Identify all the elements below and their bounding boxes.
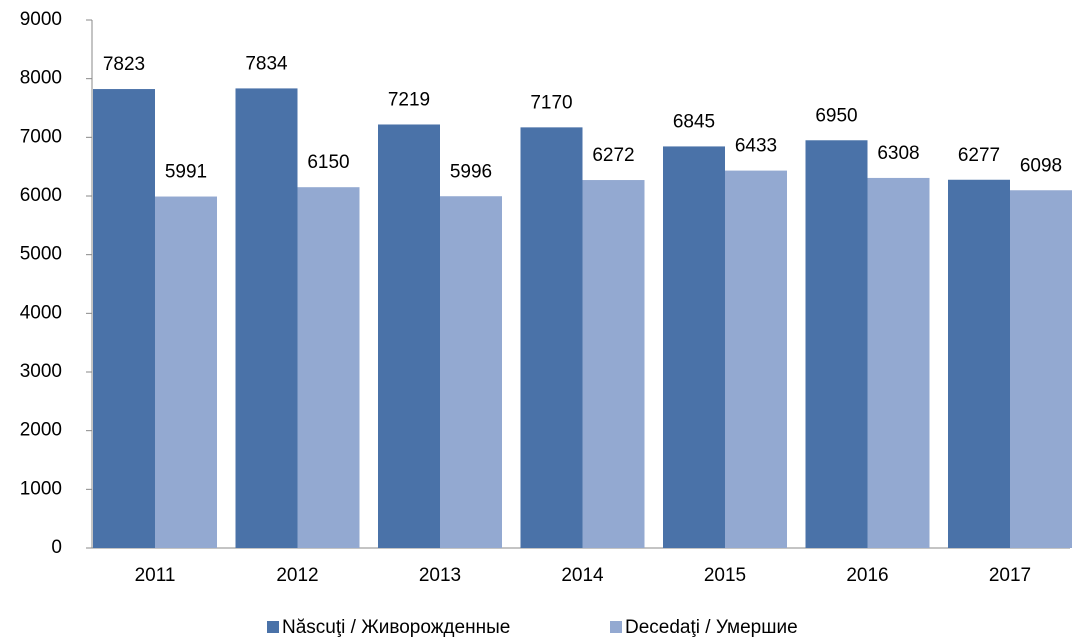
bar	[582, 180, 645, 548]
data-label: 6098	[1020, 155, 1062, 176]
legend-swatch	[610, 621, 622, 633]
x-tick-label: 2017	[989, 565, 1031, 586]
data-label: 6272	[592, 145, 634, 166]
y-tick-label: 3000	[20, 361, 62, 382]
x-tick-label: 2013	[419, 565, 461, 586]
data-label: 5991	[165, 162, 207, 183]
data-label: 5996	[450, 161, 492, 182]
bar	[725, 170, 787, 548]
data-label: 7834	[245, 53, 288, 74]
y-tick-label: 4000	[20, 302, 62, 323]
bar	[378, 124, 440, 548]
y-tick-label: 6000	[20, 185, 62, 206]
bar	[155, 196, 217, 548]
y-tick-label: 1000	[20, 478, 62, 499]
data-label: 6433	[735, 136, 777, 157]
y-tick-label: 5000	[20, 244, 62, 265]
x-tick-label: 2015	[704, 565, 746, 586]
y-tick-label: 0	[51, 537, 62, 558]
bar	[440, 196, 502, 548]
legend-swatch	[267, 621, 279, 633]
data-label: 6845	[673, 111, 715, 132]
bar	[1010, 190, 1072, 548]
y-tick-label: 9000	[20, 9, 62, 30]
y-tick-label: 8000	[20, 68, 62, 89]
bar	[297, 187, 360, 548]
bar	[93, 89, 155, 549]
legend-label: Născuţi / Живорожденные	[282, 617, 510, 638]
data-label: 7219	[388, 90, 430, 111]
data-label: 7170	[530, 92, 572, 113]
bar	[948, 179, 1010, 548]
bar	[663, 146, 725, 548]
legend-label: Decedaţi / Умершие	[625, 617, 798, 638]
data-label: 6150	[307, 152, 349, 173]
x-tick-label: 2011	[135, 565, 176, 586]
data-label: 6950	[815, 105, 857, 126]
y-tick-label: 7000	[20, 126, 62, 147]
data-label: 6308	[877, 143, 919, 164]
bar	[235, 88, 298, 548]
bar	[520, 127, 583, 549]
x-tick-label: 2012	[276, 565, 318, 586]
bar	[805, 140, 868, 548]
y-tick-label: 2000	[20, 420, 62, 441]
data-label: 6277	[958, 145, 1000, 166]
x-tick-label: 2014	[561, 565, 604, 586]
bar	[867, 177, 930, 548]
x-tick-label: 2016	[846, 565, 888, 586]
data-label: 7823	[103, 54, 145, 75]
